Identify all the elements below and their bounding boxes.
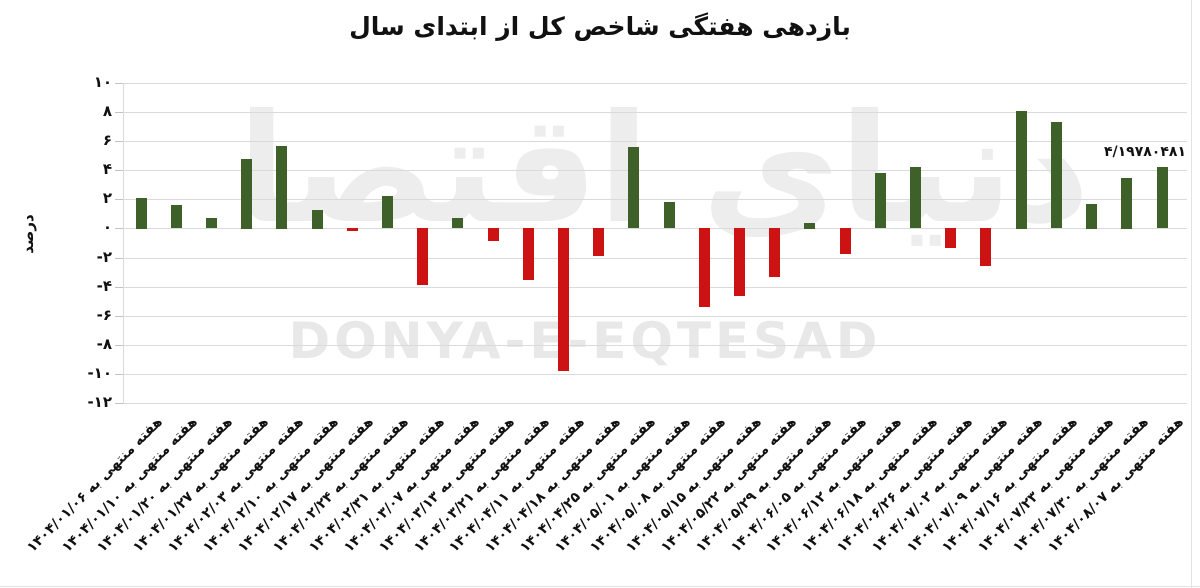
- y-tick-mark: [115, 112, 123, 113]
- y-tick-mark: [115, 170, 123, 171]
- y-tick-label: -۲: [96, 248, 112, 266]
- bar: [276, 146, 287, 229]
- y-tick-mark: [115, 199, 123, 200]
- bar: [1051, 122, 1062, 228]
- bar: [804, 223, 815, 229]
- gridline: [123, 345, 1187, 346]
- bar: [171, 205, 182, 228]
- gridline: [123, 83, 1187, 84]
- y-tick-mark: [115, 316, 123, 317]
- figure-bottom-border: [0, 586, 1200, 587]
- y-axis-title: درصد: [18, 214, 37, 254]
- chart-title: بازدهی هفتگی شاخص کل از ابتدای سال: [349, 12, 851, 41]
- gridline: [123, 170, 1187, 171]
- bar: [734, 228, 745, 296]
- y-tick-label: -۱۲: [87, 393, 112, 411]
- bar: [347, 228, 358, 231]
- bar: [769, 228, 780, 277]
- y-tick-mark: [115, 345, 123, 346]
- y-tick-mark: [115, 258, 123, 259]
- y-tick-label: ۲: [102, 189, 112, 207]
- bar: [523, 228, 534, 280]
- bar: [628, 147, 639, 228]
- bar: [488, 228, 499, 241]
- bar: [1121, 178, 1132, 229]
- bar: [312, 210, 323, 229]
- y-tick-label: -۸: [96, 335, 112, 353]
- gridline: [123, 228, 1187, 229]
- bar: [875, 173, 886, 228]
- y-tick-label: ۶: [102, 131, 112, 149]
- y-tick-label: -۶: [96, 306, 112, 324]
- bar: [910, 167, 921, 228]
- y-tick-mark: [115, 403, 123, 404]
- bar: [664, 202, 675, 228]
- bar: [241, 159, 252, 229]
- bar: [382, 196, 393, 228]
- y-tick-label: -۴: [96, 277, 112, 295]
- watermark-latin-text: DONYA-E-EQTESAD: [288, 312, 882, 370]
- bar: [1086, 204, 1097, 229]
- y-tick-label: -۱۰: [87, 364, 112, 382]
- y-tick-mark: [115, 83, 123, 84]
- bar: [699, 228, 710, 307]
- bar: [206, 218, 217, 228]
- bar: [417, 228, 428, 285]
- bar: [980, 228, 991, 266]
- bar: [452, 218, 463, 228]
- y-tick-mark: [115, 287, 123, 288]
- y-tick-label: ۰: [102, 218, 112, 236]
- y-tick-mark: [115, 374, 123, 375]
- gridline: [123, 141, 1187, 142]
- bar: [945, 228, 956, 248]
- y-tick-mark: [115, 228, 123, 229]
- y-axis-line: [123, 83, 124, 403]
- y-tick-mark: [115, 141, 123, 142]
- figure-right-border: [1191, 0, 1192, 588]
- y-tick-label: ۱۰: [93, 73, 112, 91]
- bar: [840, 228, 851, 254]
- last-bar-value-label: ۴/۱۹۷۸۰۴۸۱: [1103, 144, 1186, 160]
- gridline: [123, 316, 1187, 317]
- gridline: [123, 112, 1187, 113]
- bar: [593, 228, 604, 256]
- bar: [136, 198, 147, 229]
- gridline: [123, 258, 1187, 259]
- gridline: [123, 403, 1187, 404]
- bar: [1157, 167, 1168, 228]
- y-tick-label: ۸: [102, 102, 112, 120]
- gridline: [123, 374, 1187, 375]
- gridline: [123, 199, 1187, 200]
- y-tick-label: ۴: [102, 160, 112, 178]
- gridline: [123, 287, 1187, 288]
- bar: [1016, 111, 1027, 229]
- bar: [558, 228, 569, 371]
